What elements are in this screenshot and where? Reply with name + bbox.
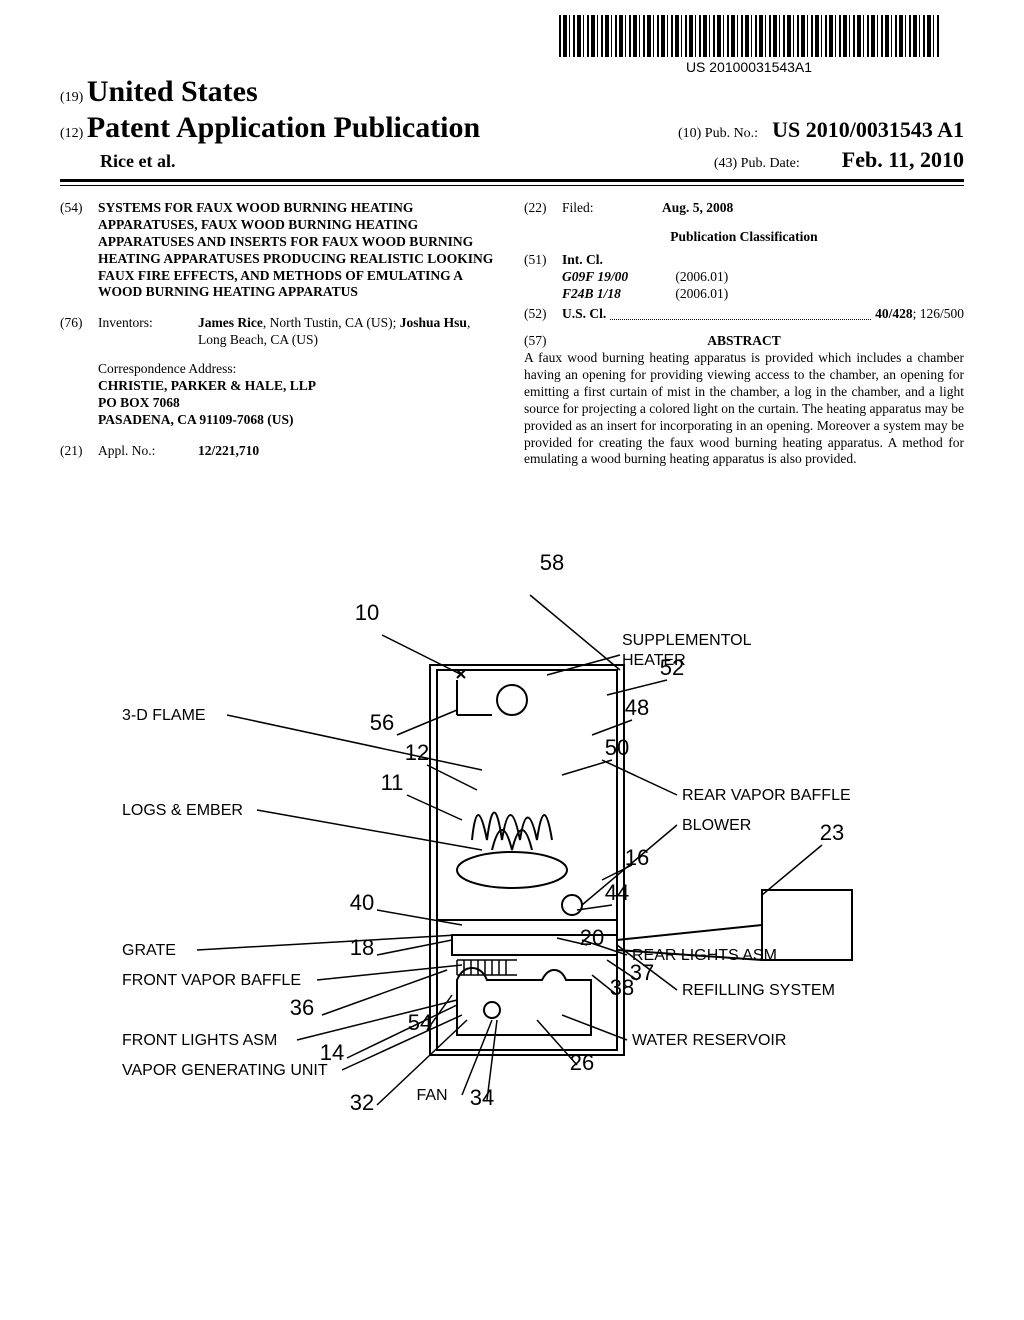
svg-text:56: 56: [370, 710, 394, 735]
barcode-block: US 20100031543A1: [559, 15, 939, 75]
inventors-label: Inventors:: [98, 315, 198, 349]
corr-line2: PO BOX 7068: [98, 395, 500, 412]
patent-header: (19) United States (12) Patent Applicati…: [60, 75, 964, 186]
uscl-label: U.S. Cl.: [562, 306, 606, 323]
figure-svg: 3-D FLAME LOGS & EMBER GRATE FRONT VAPOR BA…: [60, 540, 944, 1280]
abstract-heading: ABSTRACT: [562, 333, 926, 350]
svg-text:36: 36: [290, 995, 314, 1020]
inventor-1: James Rice: [198, 315, 263, 330]
svg-text:FRONT LIGHTS ASM: FRONT LIGHTS ASM: [122, 1032, 277, 1049]
field-43-num: (43): [714, 156, 737, 171]
pubdate-value: Feb. 11, 2010: [842, 147, 964, 172]
intcl-1-date: (2006.01): [675, 269, 728, 284]
intcl-row-2: F24B 1/18 (2006.01): [562, 286, 964, 303]
field-12-num: (12): [60, 126, 83, 141]
pubclass-heading: Publication Classification: [524, 229, 964, 246]
field-76-num: (76): [60, 315, 98, 349]
svg-text:48: 48: [625, 695, 649, 720]
svg-text:20: 20: [580, 925, 604, 950]
doc-type: Patent Application Publication: [87, 111, 480, 144]
corr-line1: CHRISTIE, PARKER & HALE, LLP: [98, 378, 500, 395]
svg-text:REAR VAPOR BAFFLE: REAR VAPOR BAFFLE: [682, 787, 851, 804]
svg-text:FRONT VAPOR BAFFLE: FRONT VAPOR BAFFLE: [122, 972, 301, 989]
svg-text:52: 52: [660, 655, 684, 680]
uscl-value-bold: 40/428: [875, 306, 913, 323]
abstract-body: A faux wood burning heating apparatus is…: [524, 350, 964, 468]
field-51-num: (51): [524, 252, 562, 269]
intcl-2-date: (2006.01): [675, 286, 728, 301]
svg-text:LOGS & EMBER: LOGS & EMBER: [122, 802, 243, 819]
svg-text:12: 12: [405, 740, 429, 765]
svg-text:WATER RESERVOIR: WATER RESERVOIR: [632, 1032, 786, 1049]
applno-value: 12/221,710: [198, 443, 500, 460]
svg-text:VAPOR GENERATING UNIT: VAPOR GENERATING UNIT: [122, 1062, 328, 1079]
svg-text:54: 54: [408, 1010, 432, 1035]
field-54-num: (54): [60, 200, 98, 301]
bibliographic-columns: (54) SYSTEMS FOR FAUX WOOD BURNING HEATI…: [60, 200, 964, 471]
right-column: (22) Filed: Aug. 5, 2008 Publication Cla…: [524, 200, 964, 471]
svg-text:26: 26: [570, 1050, 594, 1075]
svg-text:14: 14: [320, 1040, 344, 1065]
barcode-text: US 20100031543A1: [559, 59, 939, 75]
svg-text:44: 44: [605, 880, 629, 905]
left-column: (54) SYSTEMS FOR FAUX WOOD BURNING HEATI…: [60, 200, 500, 471]
intcl-1-code: G09F 19/00: [562, 269, 672, 286]
inventors-value: James Rice, North Tustin, CA (US); Joshu…: [198, 315, 500, 349]
filed-label: Filed:: [562, 200, 662, 217]
svg-text:10: 10: [355, 600, 379, 625]
intcl-row-1: G09F 19/00 (2006.01): [562, 269, 964, 286]
field-19-num: (19): [60, 90, 83, 105]
svg-text:38: 38: [610, 975, 634, 1000]
svg-text:16: 16: [625, 845, 649, 870]
pubno-value: US 2010/0031543 A1: [772, 117, 964, 142]
header-rule: [60, 179, 964, 186]
corr-label: Correspondence Address:: [98, 361, 500, 378]
uscl-value-rest: ; 126/500: [913, 306, 964, 323]
svg-text:FAN: FAN: [416, 1087, 447, 1104]
author-name: Rice et al.: [100, 151, 175, 172]
correspondence-address: Correspondence Address: CHRISTIE, PARKER…: [98, 361, 500, 429]
pubno-label: Pub. No.:: [705, 126, 758, 141]
filed-value: Aug. 5, 2008: [662, 200, 964, 217]
svg-text:3-D FLAME: 3-D FLAME: [122, 707, 206, 724]
svg-text:11: 11: [381, 770, 404, 795]
pubdate-label: Pub. Date:: [741, 156, 800, 171]
corr-line3: PASADENA, CA 91109-7068 (US): [98, 412, 500, 429]
svg-text:58: 58: [540, 550, 564, 575]
applno-label: Appl. No.:: [98, 443, 198, 460]
svg-text:BLOWER: BLOWER: [682, 817, 751, 834]
svg-text:40: 40: [350, 890, 374, 915]
barcode-graphic: [559, 15, 939, 57]
intcl-2-code: F24B 1/18: [562, 286, 672, 303]
field-21-num: (21): [60, 443, 98, 460]
invention-title: SYSTEMS FOR FAUX WOOD BURNING HEATING AP…: [98, 200, 500, 301]
field-52-num: (52): [524, 306, 562, 323]
field-10-num: (10): [678, 126, 701, 141]
inventor-1-loc: , North Tustin, CA (US);: [263, 315, 400, 330]
country: United States: [87, 75, 258, 108]
svg-text:23: 23: [820, 820, 844, 845]
inventor-2: Joshua Hsu: [400, 315, 467, 330]
svg-text:REFILLING SYSTEM: REFILLING SYSTEM: [682, 982, 835, 999]
field-22-num: (22): [524, 200, 562, 217]
field-57-num: (57): [524, 333, 562, 350]
svg-text:50: 50: [605, 735, 629, 760]
svg-text:18: 18: [350, 935, 374, 960]
svg-text:34: 34: [470, 1085, 494, 1110]
intcl-label: Int. Cl.: [562, 252, 603, 269]
svg-text:32: 32: [350, 1090, 374, 1115]
patent-figure: 3-D FLAME LOGS & EMBER GRATE FRONT VAPOR BA…: [60, 540, 944, 1280]
svg-text:SUPPLEMENTOL: SUPPLEMENTOL: [622, 632, 752, 649]
leader-dots: [610, 318, 871, 320]
svg-text:GRATE: GRATE: [122, 942, 176, 959]
